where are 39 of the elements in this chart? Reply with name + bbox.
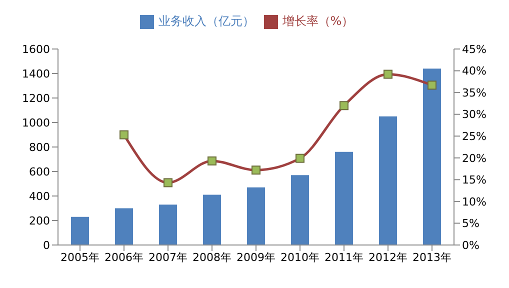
y2-tick-label: 10% bbox=[462, 195, 486, 208]
x-tick-label: 2010年 bbox=[280, 250, 320, 264]
x-tick-label: 2007年 bbox=[148, 250, 188, 264]
x-tick-label: 2009年 bbox=[236, 250, 276, 264]
y2-tick-label: 5% bbox=[462, 217, 480, 230]
x-tick-label: 2011年 bbox=[324, 250, 364, 264]
y2-tick-label: 0% bbox=[462, 238, 480, 252]
x-tick-label: 2013年 bbox=[412, 250, 452, 264]
bar bbox=[335, 152, 353, 245]
y-tick-label: 1400 bbox=[22, 67, 50, 80]
x-tick-label: 2005年 bbox=[60, 250, 100, 264]
y2-tick-label: 15% bbox=[462, 174, 486, 187]
y-tick-label: 800 bbox=[29, 140, 50, 154]
bar bbox=[379, 116, 397, 245]
bar bbox=[247, 187, 265, 245]
y2-tick-label: 45% bbox=[462, 42, 486, 56]
bar bbox=[159, 204, 177, 245]
y2-tick-label: 40% bbox=[462, 64, 486, 78]
y2-tick-label: 30% bbox=[462, 108, 486, 122]
y-tick-label: 200 bbox=[29, 214, 50, 228]
bar bbox=[203, 194, 221, 245]
y-tick-label: 400 bbox=[29, 190, 50, 203]
y2-tick-label: 35% bbox=[462, 86, 486, 100]
y-tick-label: 1200 bbox=[22, 92, 50, 105]
legend-label: 业务收入（亿元） bbox=[158, 14, 254, 28]
y-tick-label: 0 bbox=[43, 238, 50, 252]
y-tick-label: 1600 bbox=[22, 42, 50, 56]
bar bbox=[115, 208, 133, 245]
x-tick-label: 2006年 bbox=[104, 250, 144, 264]
y-tick-label: 600 bbox=[29, 165, 50, 178]
bar bbox=[423, 68, 441, 245]
legend-label: 增长率（%） bbox=[282, 14, 354, 28]
x-tick-label: 2012年 bbox=[368, 250, 408, 264]
y2-tick-label: 20% bbox=[462, 152, 486, 165]
y-tick-label: 1000 bbox=[22, 116, 50, 130]
bar bbox=[291, 175, 309, 245]
bar bbox=[71, 216, 89, 245]
y2-tick-label: 25% bbox=[462, 130, 486, 144]
x-tick-label: 2008年 bbox=[192, 250, 232, 264]
